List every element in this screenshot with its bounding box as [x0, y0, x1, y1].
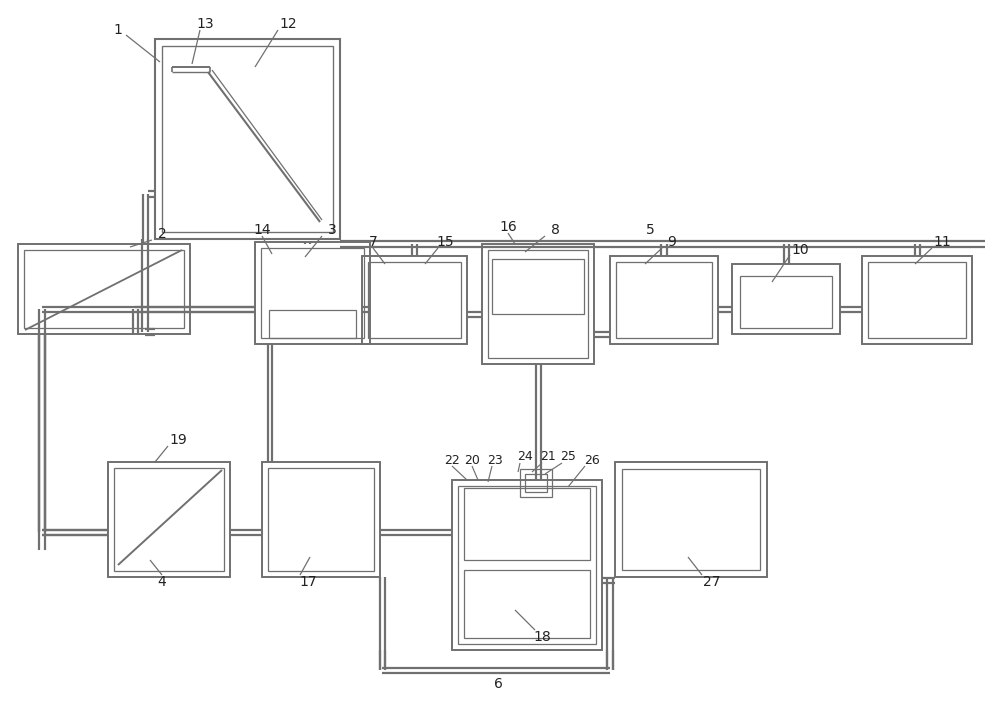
Text: 14: 14	[253, 223, 271, 237]
Bar	[488, 250, 588, 358]
Text: 4: 4	[158, 575, 166, 589]
Text: 26: 26	[584, 453, 600, 467]
Text: 6: 6	[494, 677, 502, 691]
Text: 25: 25	[560, 451, 576, 463]
Bar	[261, 248, 364, 338]
Bar	[108, 462, 230, 577]
Text: 17: 17	[299, 575, 317, 589]
Text: 23: 23	[487, 453, 503, 467]
Text: 20: 20	[464, 453, 480, 467]
Bar	[162, 46, 333, 232]
Bar	[482, 244, 594, 364]
Text: 19: 19	[169, 433, 187, 447]
Text: 8: 8	[551, 223, 559, 237]
Bar	[24, 250, 184, 328]
Text: 15: 15	[436, 235, 454, 249]
Bar	[868, 262, 966, 338]
Bar	[622, 469, 760, 570]
Text: 24: 24	[517, 451, 533, 463]
Bar	[452, 480, 602, 650]
Bar	[362, 256, 467, 344]
Bar	[458, 486, 596, 644]
Text: 16: 16	[499, 220, 517, 234]
Bar	[862, 256, 972, 344]
Text: 27: 27	[703, 575, 721, 589]
Bar	[492, 259, 584, 314]
Bar	[255, 242, 370, 344]
Bar	[18, 244, 190, 334]
Text: 1: 1	[114, 23, 122, 37]
Bar	[520, 469, 552, 497]
Text: 13: 13	[196, 17, 214, 31]
Text: 18: 18	[533, 630, 551, 644]
Bar	[740, 276, 832, 328]
Bar	[615, 462, 767, 577]
Text: 7: 7	[369, 235, 377, 249]
Bar	[114, 468, 224, 571]
Text: 11: 11	[933, 235, 951, 249]
Text: 3: 3	[328, 223, 336, 237]
Bar	[262, 462, 380, 577]
Text: 10: 10	[791, 243, 809, 257]
Bar	[610, 256, 718, 344]
Bar	[464, 570, 590, 638]
Text: 2: 2	[158, 227, 166, 241]
Bar	[464, 488, 590, 560]
Text: 12: 12	[279, 17, 297, 31]
Bar	[616, 262, 712, 338]
Text: 21: 21	[540, 451, 556, 463]
Bar	[269, 310, 356, 338]
Text: 5: 5	[646, 223, 654, 237]
Bar	[525, 474, 547, 492]
Bar	[368, 262, 461, 338]
Bar	[732, 264, 840, 334]
Text: 22: 22	[444, 453, 460, 467]
Bar	[268, 468, 374, 571]
Text: 9: 9	[668, 235, 676, 249]
Bar	[155, 39, 340, 239]
